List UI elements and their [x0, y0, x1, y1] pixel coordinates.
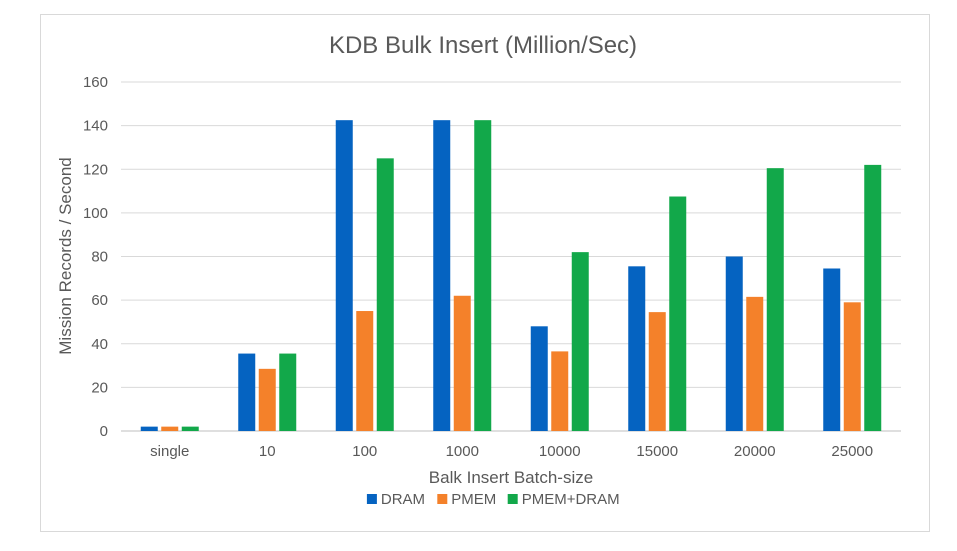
- x-tick-label: 25000: [831, 443, 873, 460]
- legend-swatch-pmem-dram: [507, 494, 518, 504]
- legend-label: DRAM: [381, 491, 425, 508]
- x-tick-label: 100: [352, 443, 377, 460]
- x-tick-label: 15000: [636, 443, 678, 460]
- legend-label: PMEM: [451, 491, 496, 508]
- bar-dram-1000: [433, 120, 451, 431]
- y-axis-title: Mission Records / Second: [56, 157, 75, 354]
- bar-pmem-1000: [453, 295, 471, 431]
- bar-dram-10000: [530, 326, 548, 431]
- x-tick-label: 1000: [446, 443, 479, 460]
- bar-pmem-dram-10000: [571, 252, 589, 431]
- y-axis-ticks: 0 20 40 60 80 100 120 140 160: [83, 74, 108, 440]
- y-tick-label: 120: [83, 161, 108, 178]
- y-tick-label: 60: [91, 292, 108, 309]
- y-tick-label: 20: [91, 379, 108, 396]
- bar-pmem-100: [356, 311, 374, 431]
- bar-pmem-dram-15000: [669, 196, 687, 431]
- bar-pmem-25000: [843, 302, 861, 431]
- legend-label: PMEM+DRAM: [522, 491, 620, 508]
- bar-pmem-10000: [551, 351, 569, 431]
- bar-pmem-dram-100: [376, 158, 394, 431]
- bar-pmem-dram-10: [279, 353, 297, 431]
- y-tick-label: 40: [91, 336, 108, 353]
- bar-dram-20000: [725, 256, 743, 431]
- x-axis-title: Balk Insert Batch-size: [429, 468, 593, 487]
- x-axis-ticks: single 10 100 1000 10000 15000 20000 25000: [150, 443, 873, 460]
- bars: [140, 120, 882, 432]
- y-tick-label: 140: [83, 118, 108, 135]
- bar-dram-15000: [628, 266, 646, 431]
- bar-dram-100: [335, 120, 353, 431]
- bar-dram-10: [238, 353, 256, 431]
- y-tick-label: 100: [83, 205, 108, 222]
- y-tick-label: 80: [91, 249, 108, 266]
- y-tick-label: 160: [83, 74, 108, 91]
- legend-swatch-pmem: [437, 494, 448, 504]
- bar-dram-25000: [823, 268, 841, 431]
- x-tick-label: 10: [259, 443, 276, 460]
- bar-pmem-10: [258, 368, 276, 431]
- bar-pmem-dram-1000: [474, 120, 492, 431]
- legend-swatch-dram: [366, 494, 377, 504]
- bar-pmem-20000: [746, 296, 764, 431]
- chart-title: KDB Bulk Insert (Million/Sec): [329, 32, 637, 59]
- bar-dram-single: [140, 426, 158, 431]
- x-tick-label: 10000: [539, 443, 581, 460]
- bar-pmem-dram-single: [181, 426, 199, 431]
- bar-pmem-dram-20000: [766, 168, 784, 432]
- y-tick-label: 0: [100, 423, 108, 440]
- bar-pmem-15000: [648, 312, 666, 431]
- bar-pmem-dram-25000: [864, 164, 882, 431]
- x-tick-label: 20000: [734, 443, 776, 460]
- x-tick-label: single: [150, 443, 189, 460]
- gridlines: [121, 81, 901, 432]
- bar-pmem-single: [161, 426, 179, 431]
- legend: DRAM PMEM PMEM+DRAM: [366, 491, 620, 508]
